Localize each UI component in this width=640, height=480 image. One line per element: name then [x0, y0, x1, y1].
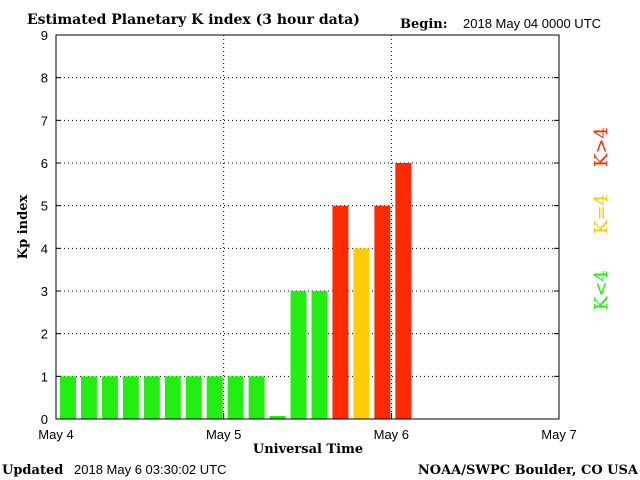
bar-kp [227, 376, 244, 419]
bar-kp [60, 376, 76, 419]
y-axis-label: Kp index [16, 195, 31, 260]
bar-kp [374, 205, 391, 419]
x-tick-label: May 4 [38, 427, 73, 442]
bar-kp [80, 376, 97, 419]
legend: K>4 K=4 K<4 [591, 127, 612, 310]
bar-kp [101, 376, 118, 419]
bar-kp [122, 376, 139, 419]
bars-group [60, 163, 412, 419]
legend-entry: K<4 [591, 270, 612, 310]
bar-kp [206, 376, 223, 419]
source-credit: NOAA/SWPC Boulder, CO USA [418, 463, 639, 478]
bar-kp [395, 163, 412, 419]
legend-entry: K>4 [591, 127, 612, 167]
x-tick-label: May 6 [374, 427, 409, 442]
bar-kp [185, 376, 202, 419]
y-ticks: 0 1 2 3 4 5 6 7 8 9 [41, 28, 559, 427]
bar-kp [143, 376, 160, 419]
y-tick-label: 2 [41, 327, 48, 342]
bar-kp [269, 416, 286, 419]
updated-label: Updated [2, 463, 63, 478]
y-tick-label: 0 [41, 412, 48, 427]
grid-lines [56, 35, 559, 419]
y-tick-label: 4 [41, 241, 48, 256]
y-tick-label: 5 [41, 199, 48, 214]
x-tick-label: May 7 [541, 427, 576, 442]
y-tick-label: 9 [41, 28, 48, 43]
bar-kp [248, 376, 265, 419]
legend-entry: K=4 [591, 194, 612, 234]
y-tick-label: 7 [41, 113, 48, 128]
chart-title: Estimated Planetary K index (3 hour data… [27, 12, 360, 28]
plot-frame [55, 34, 560, 420]
x-axis-label: Universal Time [253, 442, 363, 457]
x-tick-label: May 5 [206, 427, 241, 442]
y-tick-label: 8 [41, 71, 48, 86]
y-tick-label: 6 [41, 156, 48, 171]
y-tick-label: 3 [41, 284, 48, 299]
y-tick-label: 1 [41, 369, 48, 384]
bar-kp [353, 248, 370, 419]
bar-kp [290, 291, 307, 419]
x-ticks: May 4 May 5 May 6 May 7 [38, 413, 577, 442]
bar-kp [164, 376, 181, 419]
bar-kp [332, 205, 349, 419]
begin-value: 2018 May 04 0000 UTC [463, 16, 601, 31]
begin-label: Begin: [400, 17, 448, 32]
updated-value: 2018 May 6 03:30:02 UTC [74, 462, 226, 477]
bar-kp [311, 291, 328, 419]
